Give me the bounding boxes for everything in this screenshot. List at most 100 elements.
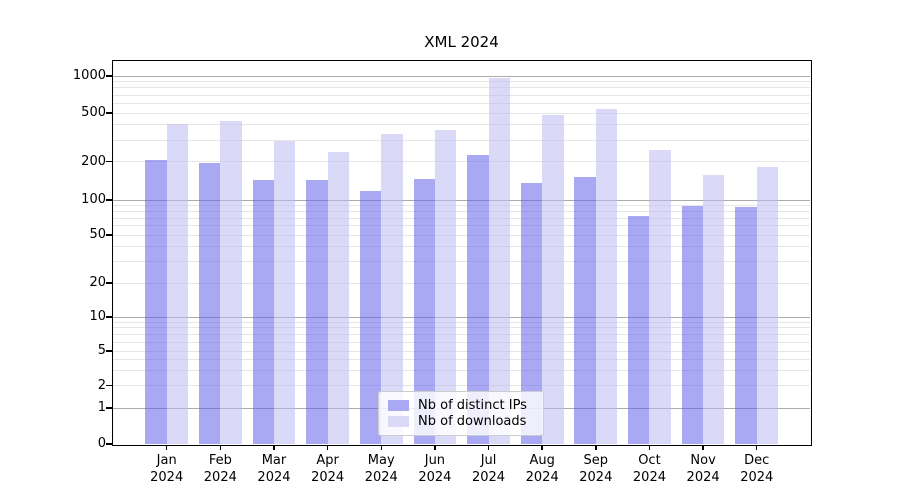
x-tick-year-jul: 2024	[471, 470, 506, 485]
x-tick-month-oct: Oct	[638, 453, 661, 468]
y-tick-label-500: 500	[81, 105, 106, 120]
gridline-minor-9	[113, 321, 810, 323]
x-tick-label-sep: Sep 2024	[564, 452, 628, 486]
gridline-minor-70	[113, 217, 810, 219]
gridline-minor-700	[113, 94, 810, 96]
gridline-minor-2	[113, 385, 810, 386]
gridline-minor-600	[113, 102, 810, 104]
bar-distinct-ips-jul	[467, 155, 489, 444]
x-tick-label-nov: Nov 2024	[671, 452, 735, 486]
bar-downloads-dec	[756, 166, 779, 444]
gridline-minor-5	[113, 350, 810, 352]
x-tick-label-aug: Aug 2024	[510, 452, 574, 486]
x-tick-mark-apr	[326, 444, 329, 450]
gridline-major-1000	[113, 75, 810, 77]
y-tick-mark-2	[106, 384, 113, 387]
x-tick-month-jul: Jul	[480, 453, 497, 468]
y-tick-label-200: 200	[81, 153, 106, 169]
x-tick-month-aug: Aug	[529, 453, 555, 468]
x-tick-mark-jul	[487, 444, 490, 450]
bar-downloads-may	[381, 134, 403, 444]
bar-downloads-jul	[488, 78, 510, 444]
y-tick-mark-50	[106, 234, 113, 236]
x-tick-month-sep: Sep	[583, 453, 609, 468]
gridline-minor-90	[113, 204, 810, 206]
x-tick-mark-nov	[702, 444, 704, 450]
bar-downloads-mar	[273, 140, 296, 444]
y-tick-label-2: 2	[97, 377, 106, 393]
legend-item-downloads: Nb of downloads	[388, 414, 534, 429]
gridline-minor-800	[113, 87, 810, 89]
gridline-minor-900	[113, 81, 810, 83]
x-tick-mark-jan	[166, 444, 168, 450]
y-tick-mark-1000	[106, 75, 113, 77]
y-tick-label-20: 20	[89, 275, 106, 290]
x-tick-year-may: 2024	[364, 470, 398, 485]
x-tick-mark-sep	[595, 444, 597, 450]
chart-title: XML 2024	[424, 33, 499, 51]
gridline-minor-40	[113, 246, 810, 248]
x-tick-mark-feb	[219, 444, 222, 450]
bar-distinct-ips-mar	[252, 180, 274, 444]
bar-downloads-jan	[166, 123, 189, 444]
x-tick-month-may: May	[367, 453, 395, 468]
bar-distinct-ips-dec	[735, 207, 757, 444]
x-tick-year-feb: 2024	[203, 470, 237, 485]
x-tick-year-aug: 2024	[525, 470, 559, 485]
gridline-minor-60	[113, 225, 810, 227]
x-tick-year-nov: 2024	[686, 470, 720, 485]
legend-swatch-ips-icon	[388, 399, 409, 411]
x-tick-label-dec: Dec 2024	[725, 452, 789, 486]
bar-distinct-ips-feb	[198, 162, 221, 444]
y-tick-mark-0	[106, 443, 113, 445]
y-tick-mark-5	[106, 350, 113, 352]
x-tick-year-jan: 2024	[150, 470, 184, 485]
y-tick-label-50: 50	[89, 227, 106, 242]
x-tick-month-feb: Feb	[208, 453, 232, 468]
bar-downloads-oct	[649, 149, 671, 444]
bar-distinct-ips-sep	[574, 177, 596, 444]
y-tick-mark-100	[106, 199, 113, 201]
y-tick-mark-10	[106, 316, 113, 318]
bar-downloads-feb	[220, 120, 242, 444]
bar-downloads-jun	[434, 130, 457, 444]
x-tick-year-sep: 2024	[579, 470, 613, 485]
bar-distinct-ips-may	[359, 190, 382, 444]
x-tick-label-oct: Oct 2024	[617, 452, 681, 486]
y-tick-label-1: 1	[97, 400, 106, 415]
x-tick-label-jul: Jul 2024	[457, 452, 521, 486]
gridline-minor-3	[113, 369, 810, 371]
gridline-major-100	[113, 199, 810, 201]
bar-distinct-ips-jun	[413, 178, 435, 444]
x-tick-month-apr: Apr	[316, 453, 339, 468]
y-tick-label-10: 10	[89, 309, 106, 324]
y-tick-label-0: 0	[97, 436, 106, 451]
gridline-minor-8	[113, 327, 810, 329]
legend-label-downloads: Nb of downloads	[418, 414, 527, 430]
x-tick-year-jun: 2024	[418, 470, 452, 485]
bar-distinct-ips-oct	[628, 215, 650, 444]
legend-item-distinct-ips: Nb of distinct IPs	[388, 398, 534, 413]
gridline-minor-4	[113, 358, 810, 360]
x-tick-label-may: May 2024	[349, 452, 413, 486]
x-tick-year-mar: 2024	[257, 470, 291, 485]
x-tick-mark-dec	[756, 444, 758, 450]
y-tick-label-5: 5	[97, 343, 106, 358]
x-tick-mark-oct	[648, 444, 651, 450]
y-tick-mark-200	[106, 160, 113, 163]
bar-distinct-ips-jan	[145, 160, 167, 444]
y-tick-mark-1	[106, 407, 113, 409]
bar-downloads-nov	[703, 174, 725, 444]
plot-area	[113, 61, 810, 444]
x-tick-label-feb: Feb 2024	[188, 452, 252, 486]
gridline-minor-30	[113, 261, 810, 263]
x-tick-month-dec: Dec	[744, 453, 770, 468]
gridline-minor-7	[113, 333, 810, 335]
x-tick-label-jan: Jan 2024	[135, 452, 199, 486]
x-tick-year-dec: 2024	[740, 470, 774, 485]
gridline-minor-500	[113, 112, 810, 114]
x-tick-year-apr: 2024	[311, 470, 345, 485]
x-tick-label-jun: Jun 2024	[403, 452, 467, 486]
y-tick-label-1000: 1000	[72, 68, 106, 83]
